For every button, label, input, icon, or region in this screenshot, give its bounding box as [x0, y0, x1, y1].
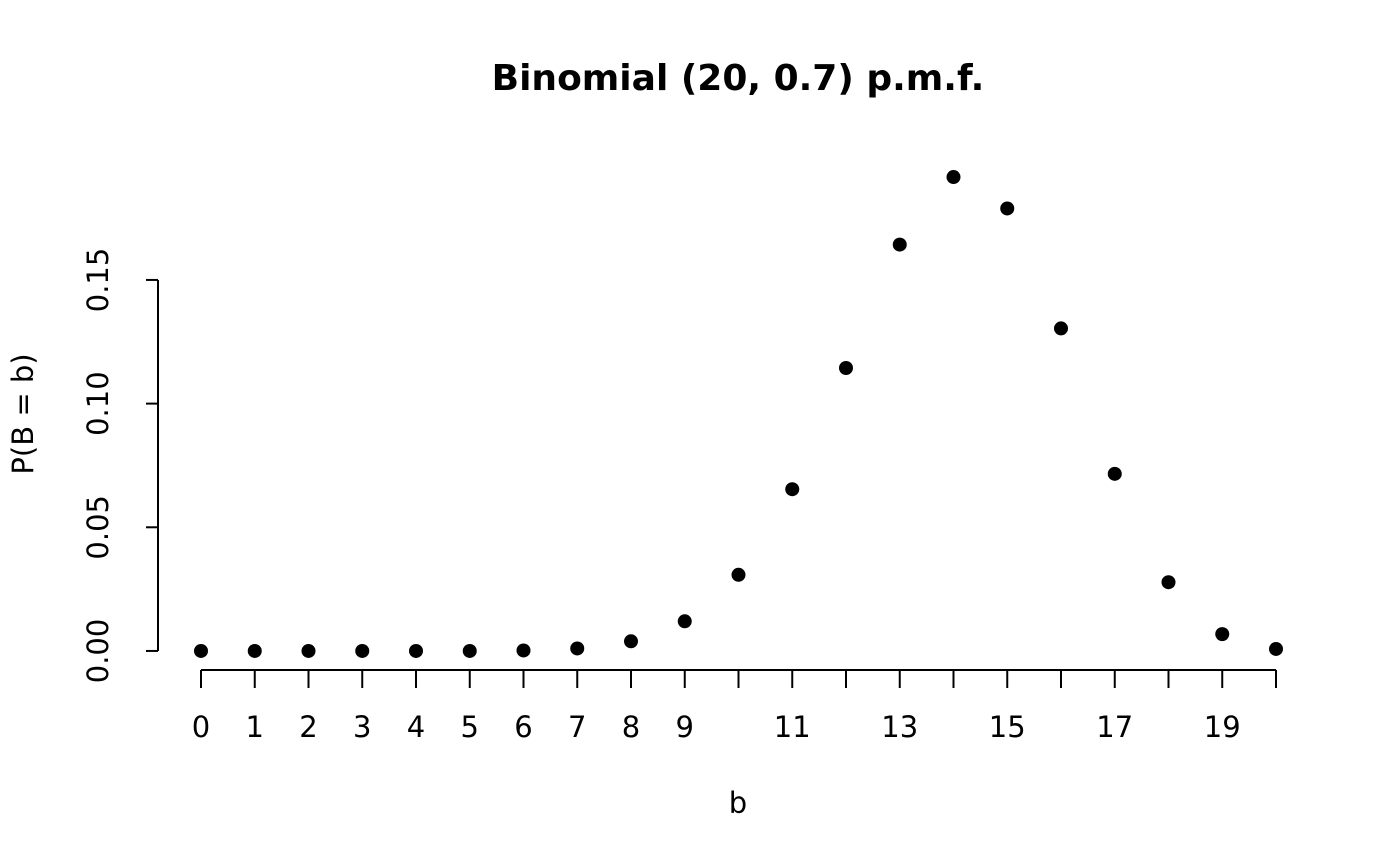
point: [1215, 627, 1230, 642]
point: [194, 643, 208, 658]
point: [355, 643, 370, 658]
y-axis-label: P(B = b): [6, 353, 40, 474]
point: [677, 614, 692, 629]
x-tick-label: 0: [192, 710, 210, 744]
point: [462, 643, 477, 658]
x-tick-label: 2: [299, 710, 317, 744]
point: [892, 237, 907, 252]
y-tick-label: 0.00: [81, 619, 115, 684]
x-tick-label: 1: [246, 710, 264, 744]
point: [1107, 466, 1122, 481]
x-tick-label: 13: [881, 710, 918, 744]
x-tick-label: 9: [676, 710, 694, 744]
x-tick-label: 17: [1096, 710, 1133, 744]
point: [839, 360, 853, 375]
y-tick-label: 0.10: [81, 371, 115, 436]
point: [570, 641, 585, 656]
point: [1269, 641, 1283, 656]
x-axis-label: b: [729, 786, 747, 820]
y-tick-label: 0.05: [81, 495, 115, 560]
x-tick-label: 8: [622, 710, 640, 744]
point: [1000, 201, 1015, 216]
x-tick-label: 19: [1204, 710, 1241, 744]
y-tick-label: 0.15: [81, 248, 115, 313]
x-tick-label: 7: [568, 710, 586, 744]
point: [247, 643, 262, 658]
x-tick-label: 4: [407, 710, 425, 744]
point: [731, 567, 746, 582]
chart-title: Binomial (20, 0.7) p.m.f.: [492, 58, 985, 99]
x-tick-label: 5: [461, 710, 479, 744]
point: [409, 643, 423, 658]
point: [624, 634, 638, 649]
point: [946, 170, 961, 185]
x-tick-label: 11: [774, 710, 811, 744]
point: [1161, 575, 1176, 590]
point: [301, 643, 316, 658]
point: [1054, 321, 1068, 336]
x-tick-label: 3: [353, 710, 371, 744]
x-tick-label: 15: [989, 710, 1026, 744]
point: [785, 482, 800, 497]
point: [516, 643, 531, 658]
x-tick-label: 6: [514, 710, 532, 744]
